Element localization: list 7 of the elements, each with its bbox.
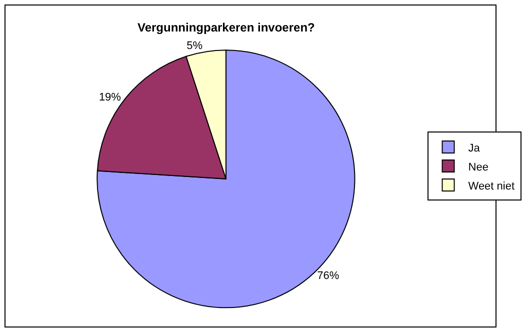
chart-title: Vergunningparkeren invoeren? bbox=[137, 20, 315, 35]
legend-label: Ja bbox=[468, 142, 481, 154]
data-label: 5% bbox=[186, 40, 203, 52]
legend-label: Weet niet bbox=[468, 180, 515, 192]
legend-label: Nee bbox=[468, 161, 488, 174]
data-label: 19% bbox=[98, 92, 122, 104]
data-label: 76% bbox=[317, 270, 340, 282]
